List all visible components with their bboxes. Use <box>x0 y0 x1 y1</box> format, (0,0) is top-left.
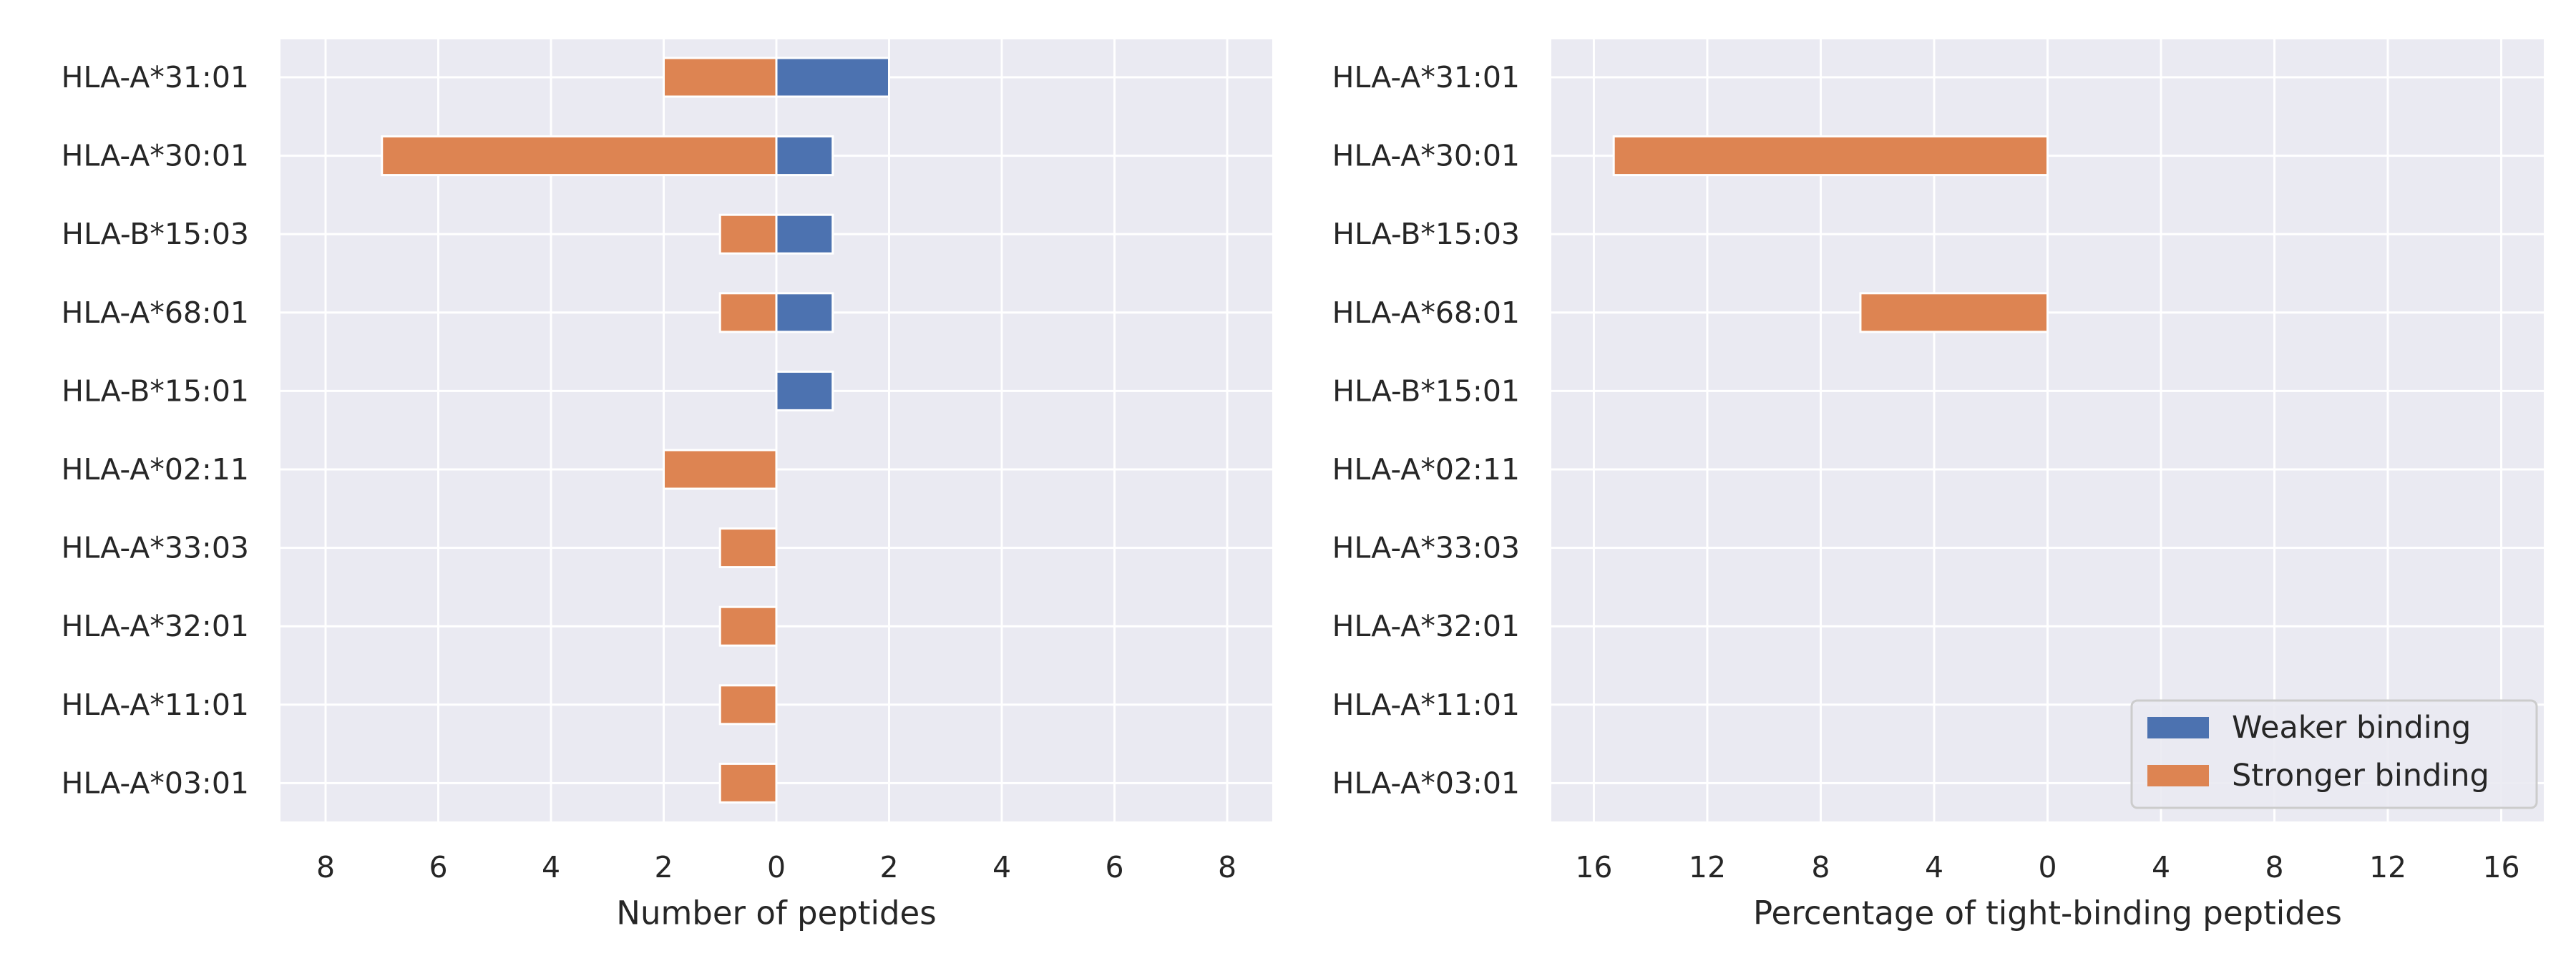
x-tick-label: 4 <box>2152 850 2170 884</box>
y-tick-label: HLA-B*15:01 <box>62 374 249 408</box>
y-tick-label: HLA-A*32:01 <box>62 609 249 643</box>
bar-weaker-binding <box>775 292 834 333</box>
bar-stronger-binding <box>381 135 778 177</box>
legend-frame <box>2130 699 2538 809</box>
bar-stronger-binding <box>718 762 778 804</box>
y-tick-label: HLA-A*68:01 <box>1332 296 1520 330</box>
y-tick-label: HLA-B*15:03 <box>62 217 249 251</box>
x-axis-label: Percentage of tight-binding peptides <box>1753 894 2342 932</box>
left-panel-number-of-peptides: HLA-A*31:01 HLA-A*30:01 HLA-B*15:03 HLA-A*6… <box>62 39 1272 932</box>
y-tick-label: HLA-A*11:01 <box>62 688 249 722</box>
bar-stronger-binding <box>718 213 778 255</box>
legend-label-stronger-binding: Stronger binding <box>2232 758 2489 794</box>
x-tick-label: 0 <box>2038 850 2057 884</box>
x-tick-label: 2 <box>879 850 898 884</box>
y-tick-label: HLA-A*68:01 <box>62 296 249 330</box>
x-tick-label: 12 <box>1689 850 1726 884</box>
bar-stronger-binding <box>663 57 778 98</box>
bar-stronger-binding <box>718 684 778 726</box>
y-tick-label: HLA-A*31:01 <box>62 60 249 94</box>
x-tick-label: 8 <box>316 850 335 884</box>
bar-stronger-binding <box>1612 135 2049 177</box>
y-tick-label: HLA-B*15:01 <box>1332 374 1520 408</box>
y-tick-label: HLA-A*03:01 <box>62 766 249 800</box>
x-tick-label: 4 <box>542 850 560 884</box>
bar-stronger-binding <box>718 605 778 647</box>
y-tick-label: HLA-B*15:03 <box>1332 217 1520 251</box>
bar-weaker-binding <box>775 135 834 177</box>
x-tick-label: 6 <box>429 850 447 884</box>
bar-weaker-binding <box>775 213 834 255</box>
x-axis-label: Number of peptides <box>616 894 936 932</box>
y-tick-label: HLA-A*30:01 <box>1332 139 1520 173</box>
y-tick-label: HLA-A*11:01 <box>1332 688 1520 722</box>
x-tick-label: 12 <box>2369 850 2406 884</box>
x-tick-label: 2 <box>654 850 673 884</box>
bar-weaker-binding <box>775 370 834 411</box>
y-tick-label: HLA-A*32:01 <box>1332 609 1520 643</box>
y-tick-label: HLA-A*02:11 <box>1332 452 1520 487</box>
y-tick-label: HLA-A*30:01 <box>62 139 249 173</box>
legend-swatch-weaker-binding <box>2147 717 2209 738</box>
right-panel-percentage-tight-binding: HLA-A*31:01 HLA-A*30:01 HLA-B*15:03 HLA-A*6… <box>1332 39 2544 932</box>
x-tick-label: 8 <box>1218 850 1236 884</box>
x-tick-label: 8 <box>2265 850 2283 884</box>
bar-stronger-binding <box>718 527 778 569</box>
x-tick-label: 16 <box>2482 850 2519 884</box>
x-tick-label: 16 <box>1575 850 1612 884</box>
bar-stronger-binding <box>1859 292 2049 333</box>
legend: Weaker binding Stronger binding <box>2130 699 2538 809</box>
y-tick-label: HLA-A*33:03 <box>1332 531 1520 565</box>
x-tick-label: 4 <box>992 850 1011 884</box>
x-tick-label: 8 <box>1811 850 1830 884</box>
bar-weaker-binding <box>775 57 890 98</box>
x-tick-label: 4 <box>1925 850 1943 884</box>
x-tick-label: 6 <box>1105 850 1123 884</box>
y-tick-label: HLA-A*02:11 <box>62 452 249 487</box>
x-tick-label: 0 <box>767 850 786 884</box>
legend-swatch-stronger-binding <box>2147 765 2209 786</box>
y-tick-label: HLA-A*33:03 <box>62 531 249 565</box>
bar-stronger-binding <box>663 449 778 490</box>
legend-label-weaker-binding: Weaker binding <box>2232 710 2471 746</box>
bar-stronger-binding <box>718 292 778 333</box>
y-tick-label: HLA-A*03:01 <box>1332 766 1520 800</box>
y-tick-label: HLA-A*31:01 <box>1332 60 1520 94</box>
